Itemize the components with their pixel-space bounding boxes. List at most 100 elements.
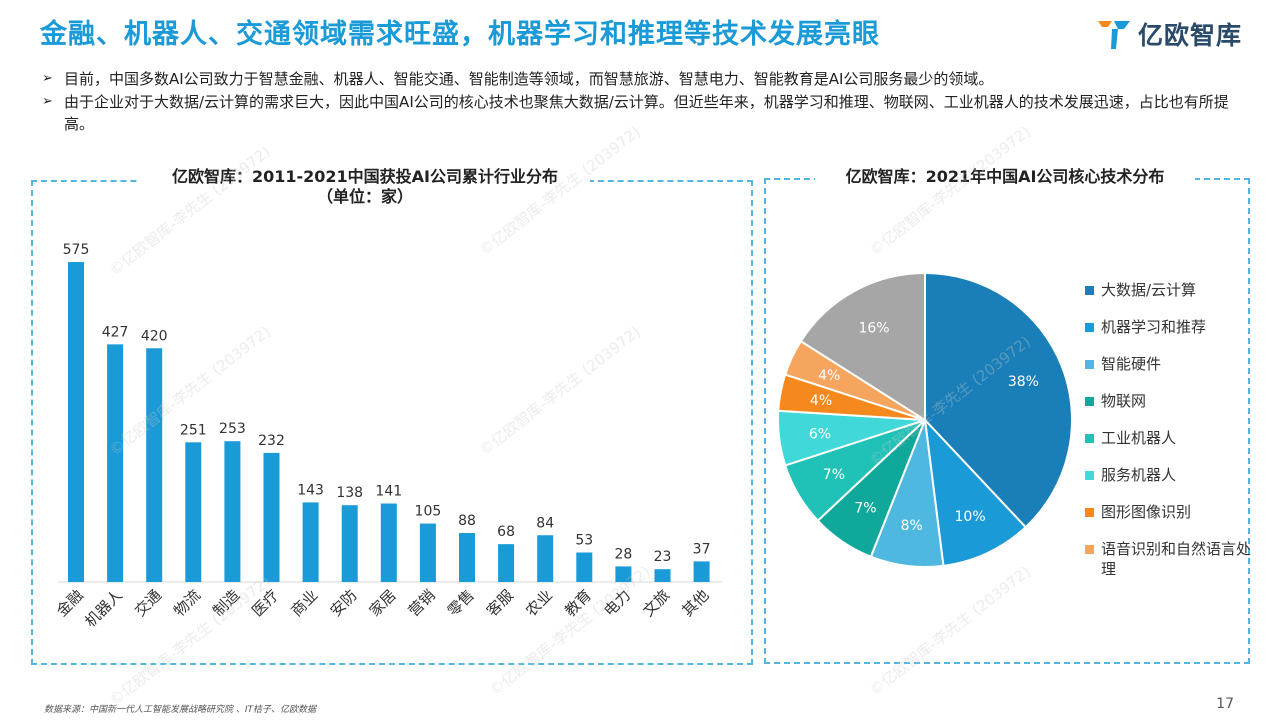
bar-value-label: 23 bbox=[654, 549, 672, 565]
bullet-item: ➢ 目前，中国多数AI公司致力于智慧金融、机器人、智能交通、智能制造等领域，而智… bbox=[42, 68, 1242, 90]
bar-category-label: 农业 bbox=[522, 586, 556, 620]
bar-category-label: 商业 bbox=[287, 586, 321, 620]
bar bbox=[302, 502, 319, 582]
pie-slice-label: 8% bbox=[901, 518, 923, 534]
bar-value-label: 420 bbox=[141, 328, 168, 344]
bar-category-label: 教育 bbox=[561, 586, 595, 620]
bar bbox=[615, 566, 632, 582]
bar-value-label: 253 bbox=[219, 421, 246, 437]
bar-category-label: 机器人 bbox=[81, 586, 126, 631]
bar-chart-title: 亿欧智库：2011-2021中国获投AI公司累计行业分布 （单位：家） bbox=[140, 167, 590, 207]
bar-value-label: 68 bbox=[497, 524, 515, 540]
bar-category-label: 其他 bbox=[678, 586, 712, 620]
legend-swatch bbox=[1085, 434, 1094, 443]
legend-swatch bbox=[1085, 545, 1094, 554]
bar bbox=[107, 344, 124, 582]
bar-value-label: 575 bbox=[63, 242, 90, 258]
bar-value-label: 84 bbox=[536, 515, 554, 531]
bullet-item: ➢ 由于企业对于大数据/云计算的需求巨大，因此中国AI公司的核心技术也聚焦大数据… bbox=[42, 91, 1242, 135]
bar-category-label: 安防 bbox=[327, 586, 361, 620]
logo-icon bbox=[1097, 21, 1130, 49]
bar bbox=[459, 533, 475, 582]
bar-chart-unit: （单位：家） bbox=[316, 187, 413, 206]
legend-swatch bbox=[1085, 397, 1094, 406]
bullet-list: ➢ 目前，中国多数AI公司致力于智慧金融、机器人、智能交通、智能制造等领域，而智… bbox=[42, 68, 1242, 136]
legend-item: 服务机器人 bbox=[1085, 465, 1255, 502]
bullet-arrow-icon: ➢ bbox=[42, 94, 53, 109]
legend-item: 大数据/云计算 bbox=[1085, 280, 1255, 317]
bar bbox=[576, 552, 593, 582]
bar-category-label: 医疗 bbox=[248, 586, 282, 620]
legend-label: 物联网 bbox=[1101, 392, 1147, 410]
bar-category-label: 零售 bbox=[444, 586, 478, 620]
logo-text: 亿欧智库 bbox=[1137, 21, 1242, 50]
bar bbox=[654, 569, 671, 582]
bar bbox=[537, 535, 554, 582]
legend-swatch bbox=[1085, 286, 1094, 295]
bar bbox=[224, 441, 241, 582]
legend-item: 智能硬件 bbox=[1085, 354, 1255, 391]
legend-swatch bbox=[1085, 508, 1094, 517]
legend-item: 工业机器人 bbox=[1085, 428, 1255, 465]
legend-label: 大数据/云计算 bbox=[1101, 281, 1197, 299]
legend-item: 语音识别和自然语言处理 bbox=[1085, 539, 1255, 578]
bar-category-label: 文旅 bbox=[639, 586, 673, 620]
pie-slice bbox=[923, 417, 1028, 567]
bar-category-label: 营销 bbox=[405, 586, 439, 620]
legend-swatch bbox=[1085, 323, 1094, 332]
page-title: 金融、机器人、交通领域需求旺盛，机器学习和推理等技术发展亮眼 bbox=[40, 19, 880, 50]
legend-label: 工业机器人 bbox=[1101, 429, 1177, 447]
bar bbox=[263, 452, 280, 582]
pie-slice-label: 10% bbox=[955, 509, 986, 525]
bar-category-label: 制造 bbox=[209, 586, 243, 620]
legend-label: 图形图像识别 bbox=[1101, 503, 1192, 521]
page-number: 17 bbox=[1216, 696, 1234, 712]
legend-label: 服务机器人 bbox=[1101, 466, 1177, 484]
legend-label: 智能硬件 bbox=[1101, 355, 1162, 373]
bar-category-label: 金融 bbox=[53, 586, 87, 620]
pie-slice-label: 7% bbox=[823, 467, 845, 483]
pie-slice-label: 16% bbox=[858, 320, 889, 336]
legend-label: 语音识别和自然语言处理 bbox=[1101, 540, 1252, 578]
bar-category-label: 物流 bbox=[170, 586, 204, 620]
pie-slice-label: 4% bbox=[818, 368, 840, 384]
pie-slice-label: 7% bbox=[854, 501, 876, 517]
legend-item: 图形图像识别 bbox=[1085, 502, 1255, 539]
bullet-text: 目前，中国多数AI公司致力于智慧金融、机器人、智能交通、智能制造等领域，而智慧旅… bbox=[64, 70, 994, 88]
pie-slice-label: 38% bbox=[1008, 374, 1039, 390]
bar-value-label: 143 bbox=[297, 482, 324, 498]
bar bbox=[419, 523, 436, 582]
bar bbox=[341, 505, 358, 582]
bar-category-label: 家居 bbox=[366, 586, 400, 620]
bar-category-label: 交通 bbox=[131, 586, 165, 620]
bar bbox=[693, 561, 710, 582]
data-source-note: 数据来源：中国新一代人工智能发展战略研究院 、IT桔子、亿欧数据 bbox=[44, 705, 317, 715]
pie-chart-title: 亿欧智库：2021年中国AI公司核心技术分布 bbox=[815, 167, 1195, 187]
bar-category-label: 客服 bbox=[483, 586, 517, 620]
bar bbox=[68, 262, 84, 582]
pie-legend: 大数据/云计算 机器学习和推荐 智能硬件物联网工业机器人服务机器人图形图像识别语音识… bbox=[1085, 280, 1255, 578]
bar-value-label: 53 bbox=[575, 533, 593, 549]
bar-value-label: 105 bbox=[415, 504, 442, 520]
bar-category-label: 电力 bbox=[600, 586, 634, 620]
bar-value-label: 251 bbox=[180, 422, 207, 438]
pie-slice-label: 6% bbox=[809, 426, 831, 442]
pie-slice-label: 4% bbox=[810, 393, 832, 409]
bar bbox=[146, 348, 163, 582]
legend-swatch bbox=[1085, 471, 1094, 480]
bar-value-label: 88 bbox=[458, 513, 476, 529]
bar-value-label: 232 bbox=[258, 433, 285, 449]
bar-value-label: 138 bbox=[336, 485, 363, 501]
pie-slice bbox=[924, 271, 1074, 529]
bar-value-label: 28 bbox=[614, 546, 632, 562]
bar bbox=[380, 503, 397, 582]
legend-item: 物联网 bbox=[1085, 391, 1255, 428]
legend-label: 机器学习和推荐 bbox=[1101, 318, 1207, 336]
logo: 亿欧智库 bbox=[1096, 16, 1242, 52]
bar bbox=[498, 544, 515, 582]
bullet-text: 由于企业对于大数据/云计算的需求巨大，因此中国AI公司的核心技术也聚焦大数据/云… bbox=[64, 93, 1229, 133]
bar bbox=[185, 442, 202, 582]
bullet-arrow-icon: ➢ bbox=[42, 71, 53, 86]
legend-item: 机器学习和推荐 bbox=[1085, 317, 1255, 354]
